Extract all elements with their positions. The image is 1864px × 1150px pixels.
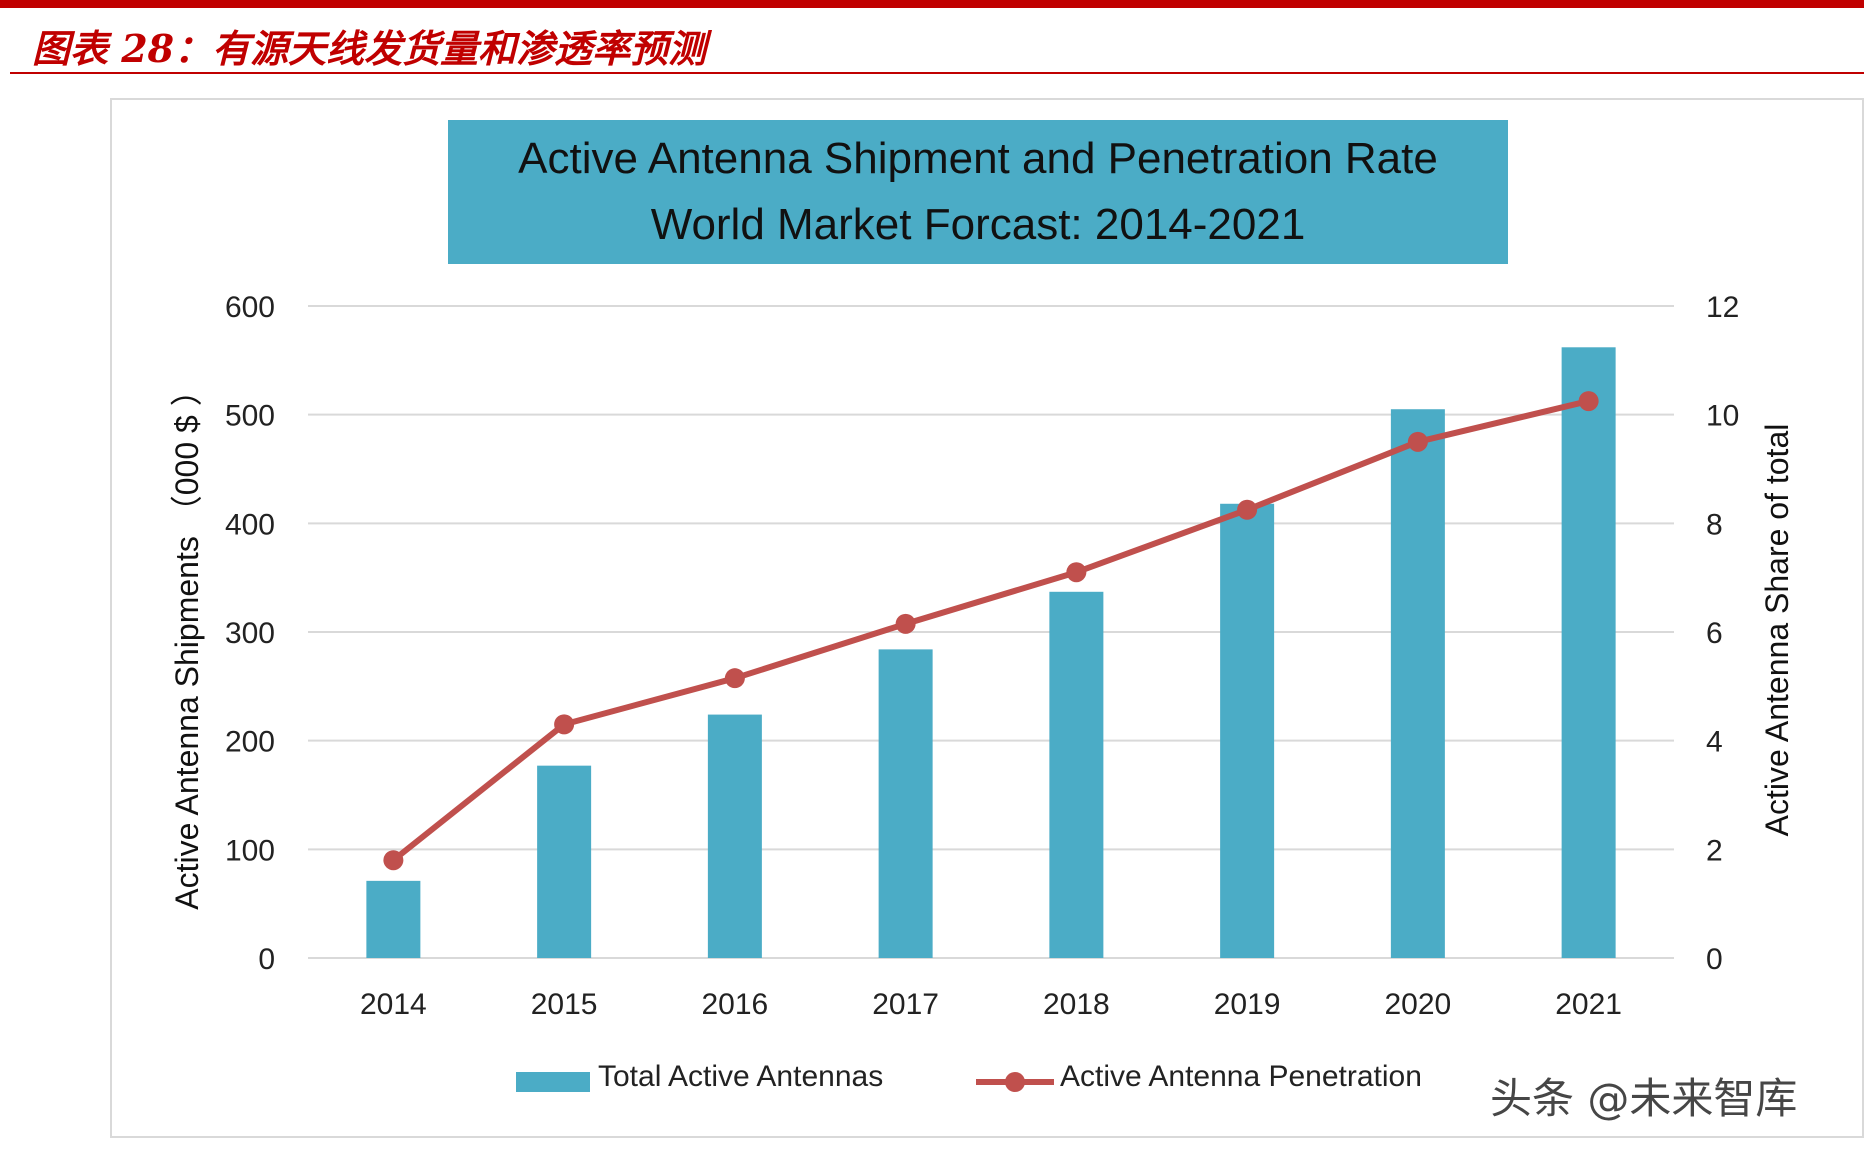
- penetration-point: [554, 714, 575, 735]
- y2-tick-label: 4: [1706, 726, 1723, 759]
- legend-swatch-line: [976, 1072, 1054, 1092]
- y2-tick-label: 8: [1706, 508, 1723, 541]
- bar: [537, 765, 592, 958]
- y2-tick-label: 2: [1706, 834, 1723, 867]
- x-tick-label: 2017: [872, 988, 939, 1021]
- y-tick-label: 500: [225, 400, 275, 433]
- x-tick-label: 2018: [1043, 988, 1110, 1021]
- penetration-line: [391, 398, 1590, 863]
- y2-tick-label: 6: [1706, 617, 1723, 650]
- x-tick-label: 2016: [702, 988, 769, 1021]
- x-tick-label: 2015: [531, 988, 598, 1021]
- chart-title-line1: Active Antenna Shipment and Penetration …: [518, 134, 1438, 183]
- y2-tick-label: 10: [1706, 400, 1739, 433]
- x-tick-label: 2021: [1555, 988, 1622, 1021]
- caption-rule: [10, 72, 1864, 74]
- bar: [707, 714, 762, 958]
- chart-title: Active Antenna Shipment and Penetration …: [448, 120, 1508, 264]
- penetration-point: [1066, 562, 1087, 583]
- bar: [1390, 409, 1445, 958]
- y2-tick-label: 0: [1706, 943, 1723, 976]
- y-tick-label: 200: [225, 726, 275, 759]
- figure-caption: 图表 28：有源天线发货量和渗透率预测: [32, 26, 707, 71]
- penetration-point: [383, 850, 404, 871]
- legend-label-bars: Total Active Antennas: [598, 1060, 884, 1093]
- penetration-point: [1407, 431, 1428, 452]
- penetration-point: [724, 668, 745, 689]
- y-tick-label: 300: [225, 617, 275, 650]
- y-tick-label: 100: [225, 834, 275, 867]
- legend-label-line: Active Antenna Penetration: [1060, 1060, 1422, 1093]
- y-tick-label: 400: [225, 508, 275, 541]
- chart-title-line2: World Market Forcast: 2014-2021: [650, 200, 1306, 249]
- bar: [1049, 591, 1104, 958]
- penetration-point: [1237, 499, 1258, 520]
- x-tick-label: 2014: [360, 988, 427, 1021]
- x-tick-label: 2019: [1214, 988, 1281, 1021]
- bar: [1220, 503, 1275, 958]
- penetration-point: [895, 613, 916, 634]
- penetration-point: [1578, 391, 1599, 412]
- y2-tick-label: 12: [1706, 291, 1739, 324]
- bar: [878, 649, 933, 958]
- bar: [1561, 347, 1616, 958]
- y2-axis-title: Active Antenna Share of total: [1759, 424, 1795, 837]
- y-axis-title: Active Antenna Shipments （000 $ ）: [169, 374, 205, 909]
- x-tick-label: 2020: [1385, 988, 1452, 1021]
- chart-frame: [110, 98, 1864, 1138]
- watermark: 头条 @未来智库: [1490, 1074, 1798, 1123]
- top-rule: [0, 0, 1864, 8]
- legend-swatch-bar: [516, 1072, 590, 1092]
- bar: [366, 880, 421, 958]
- y-tick-label: 0: [258, 943, 275, 976]
- y-tick-label: 600: [225, 291, 275, 324]
